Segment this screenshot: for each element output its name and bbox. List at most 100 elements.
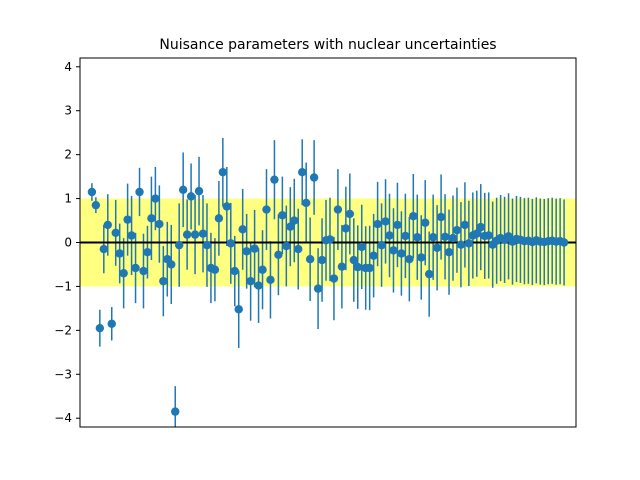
data-point — [365, 263, 374, 273]
data-point — [357, 242, 366, 252]
data-point — [484, 231, 493, 240]
data-point — [254, 281, 263, 290]
data-point — [317, 255, 327, 265]
data-point — [417, 253, 426, 262]
y-tick-label: −4 — [54, 411, 72, 425]
data-point — [274, 250, 283, 259]
data-point — [345, 209, 355, 219]
data-point — [559, 238, 569, 247]
data-point — [282, 241, 291, 251]
data-point — [397, 249, 406, 258]
data-point — [333, 205, 343, 214]
data-point — [266, 275, 275, 285]
data-point — [301, 198, 311, 208]
y-tick-label: −2 — [54, 323, 72, 337]
data-point — [171, 407, 180, 416]
data-point — [234, 305, 243, 314]
data-point — [409, 211, 418, 221]
data-point — [262, 205, 271, 214]
data-point — [377, 240, 386, 250]
data-point — [103, 220, 112, 230]
data-point — [456, 240, 466, 249]
data-point — [421, 218, 430, 227]
data-point — [147, 214, 156, 223]
y-tick-label: 0 — [64, 236, 72, 250]
data-point — [167, 260, 176, 269]
data-point — [135, 187, 144, 197]
data-point — [159, 276, 168, 286]
data-point — [190, 230, 200, 239]
y-tick-label: −3 — [54, 367, 72, 381]
data-point — [464, 239, 474, 248]
data-point — [353, 262, 362, 272]
data-point — [175, 240, 184, 250]
data-point — [369, 251, 378, 260]
data-point — [393, 220, 402, 230]
data-point — [298, 168, 307, 177]
data-point — [127, 231, 136, 240]
data-point — [214, 214, 224, 223]
y-tick-label: 4 — [64, 60, 72, 74]
data-point — [226, 239, 235, 248]
data-point — [151, 194, 160, 203]
data-point — [341, 224, 351, 233]
data-point — [329, 274, 339, 283]
data-point — [139, 266, 148, 276]
data-point — [99, 244, 109, 254]
data-point — [309, 173, 319, 182]
data-point — [294, 244, 303, 254]
data-point — [198, 229, 208, 238]
data-point — [286, 222, 295, 231]
data-point — [218, 168, 228, 177]
data-point — [290, 216, 299, 225]
data-point — [385, 231, 394, 240]
data-point — [119, 269, 128, 278]
data-point — [373, 219, 382, 229]
data-point — [155, 219, 164, 229]
y-tick-label: 1 — [64, 192, 72, 206]
data-point — [186, 192, 196, 201]
data-point — [381, 217, 390, 226]
y-tick-label: −1 — [54, 279, 72, 293]
data-point — [313, 284, 323, 293]
data-point — [444, 247, 454, 257]
data-point — [440, 232, 450, 241]
data-point — [428, 233, 438, 242]
data-point — [182, 230, 192, 239]
data-point — [405, 254, 414, 264]
data-point — [222, 202, 232, 211]
data-point — [95, 323, 105, 333]
data-point — [87, 187, 97, 197]
data-point — [178, 185, 188, 194]
data-point — [258, 265, 267, 274]
data-point — [115, 249, 124, 258]
data-point — [250, 244, 259, 253]
y-tick-label: 3 — [64, 104, 72, 118]
data-point — [202, 240, 212, 250]
data-point — [305, 254, 315, 264]
data-point — [238, 225, 247, 234]
data-point — [436, 212, 446, 222]
data-point — [194, 186, 204, 196]
data-point — [432, 243, 442, 252]
data-point — [246, 276, 255, 286]
data-point — [460, 220, 470, 230]
data-point — [476, 222, 485, 232]
data-point — [349, 255, 358, 265]
y-tick-label: 2 — [64, 148, 72, 162]
chart-title: Nuisance parameters with nuclear uncerta… — [159, 37, 496, 53]
data-point — [325, 235, 335, 244]
data-point — [424, 269, 434, 279]
data-point — [452, 226, 462, 235]
data-point — [278, 211, 287, 220]
data-point — [111, 228, 120, 238]
data-point — [448, 233, 458, 243]
data-point — [389, 246, 398, 255]
axes-frame — [79, 57, 577, 428]
data-point — [401, 231, 410, 241]
data-point — [143, 247, 152, 257]
data-point — [123, 215, 132, 224]
data-point — [210, 265, 220, 274]
data-point — [270, 175, 279, 184]
data-point — [131, 263, 140, 273]
